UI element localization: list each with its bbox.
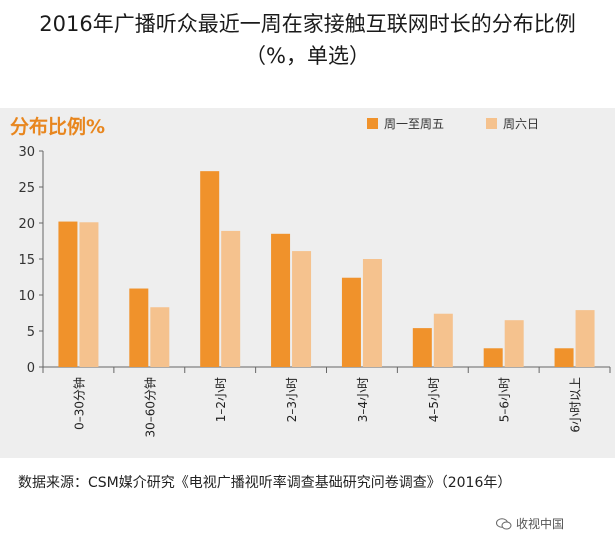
bar-weekday-6 [412, 328, 432, 367]
bar-weekend-7 [504, 320, 524, 367]
bar-weekend-1 [79, 222, 99, 367]
legend-label-weekday: 周一至周五 [384, 117, 444, 131]
bars [58, 171, 595, 367]
y-tick-label: 20 [18, 217, 35, 232]
x-tick-label: 30–60分钟 [142, 377, 157, 438]
x-tick-label: 6小时以上 [569, 377, 583, 433]
x-tick-labels: 0–30分钟 30–60分钟 1–2小时 2–3小时 3–4小时 4–5小时 5–6小时 6小… [71, 377, 582, 438]
legend-swatch-weekend [486, 118, 497, 129]
title-line-2: （%，单选） [245, 44, 370, 68]
bar-weekday-4 [271, 233, 291, 367]
bar-weekend-8 [575, 310, 595, 367]
y-tick-label: 5 [27, 325, 35, 340]
x-tick-label: 0–30分钟 [71, 377, 86, 430]
x-tick-label: 5–6小时 [498, 377, 512, 422]
title-line-1: 2016年广播听众最近一周在家接触互联网时长的分布比例 [39, 12, 576, 36]
bar-weekday-3 [200, 171, 220, 367]
x-tick-label: 2–3小时 [285, 377, 299, 422]
bar-weekend-3 [221, 230, 241, 367]
legend-label-weekend: 周六日 [503, 117, 539, 131]
legend-swatch-weekday [367, 118, 378, 129]
legend: 周一至周五 周六日 [367, 117, 539, 131]
bar-weekend-2 [150, 307, 170, 367]
bar-weekday-7 [483, 348, 503, 367]
bar-weekday-5 [341, 277, 361, 367]
bar-weekend-5 [362, 259, 382, 367]
bar-weekday-1 [58, 221, 78, 367]
bar-weekend-4 [292, 251, 312, 367]
chart-panel: 分布比例% 周一至周五 周六日 0 5 10 15 20 25 30 0–30分钟 30–60… [0, 108, 615, 458]
y-tick-label: 10 [18, 289, 35, 304]
x-tick-label: 1–2小时 [214, 377, 228, 422]
x-tick-label: 3–4小时 [356, 377, 370, 422]
y-tick-label: 25 [18, 181, 35, 196]
chart-panel-title: 分布比例% [10, 115, 105, 138]
chart-title: 2016年广播听众最近一周在家接触互联网时长的分布比例 （%，单选） [0, 8, 615, 72]
bar-weekday-2 [129, 288, 149, 367]
y-tick-label: 0 [27, 361, 35, 376]
y-tick-label: 15 [18, 253, 35, 268]
watermark-text: 收视中国 [516, 517, 565, 531]
wechat-icon [496, 517, 512, 529]
bar-chart: 分布比例% 周一至周五 周六日 0 5 10 15 20 25 30 0–30分钟 30–60… [10, 115, 611, 438]
source-note: 数据来源：CSM媒介研究《电视广播视听率调查基础研究问卷调查》（2016年） [18, 475, 512, 491]
watermark: 收视中国 [496, 515, 564, 532]
x-tick-label: 4–5小时 [427, 377, 441, 422]
y-tick-label: 30 [18, 145, 35, 160]
bar-weekend-6 [433, 313, 453, 367]
bar-weekday-8 [554, 348, 574, 367]
